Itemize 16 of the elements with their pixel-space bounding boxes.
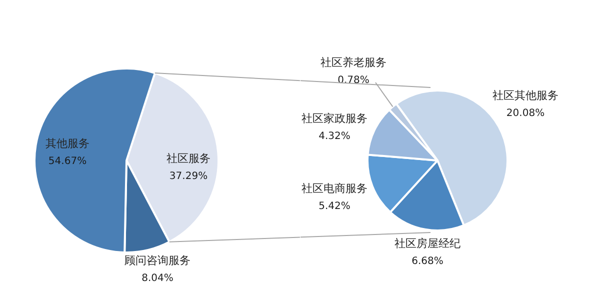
- slice-label: 社区电商服务: [302, 182, 368, 195]
- data-label: 0.78%: [338, 75, 370, 86]
- data-label: 20.08%: [506, 108, 545, 119]
- slice-label: 其他服务: [46, 137, 90, 150]
- slice-label: 社区家政服务: [302, 112, 368, 125]
- slice-label: 社区养老服务: [320, 56, 386, 69]
- slice-label: 社区其他服务: [492, 89, 558, 102]
- data-label: 5.42%: [318, 201, 350, 212]
- data-label: 8.04%: [142, 273, 174, 284]
- data-label: 37.29%: [169, 171, 208, 182]
- slice-label: 顾问咨询服务: [124, 254, 190, 267]
- data-label: 4.32%: [318, 131, 350, 142]
- slice-label: 社区房屋经纪: [394, 237, 460, 250]
- data-label: 6.68%: [412, 256, 444, 267]
- data-label: 54.67%: [48, 156, 87, 167]
- slice-label: 社区服务: [166, 152, 210, 165]
